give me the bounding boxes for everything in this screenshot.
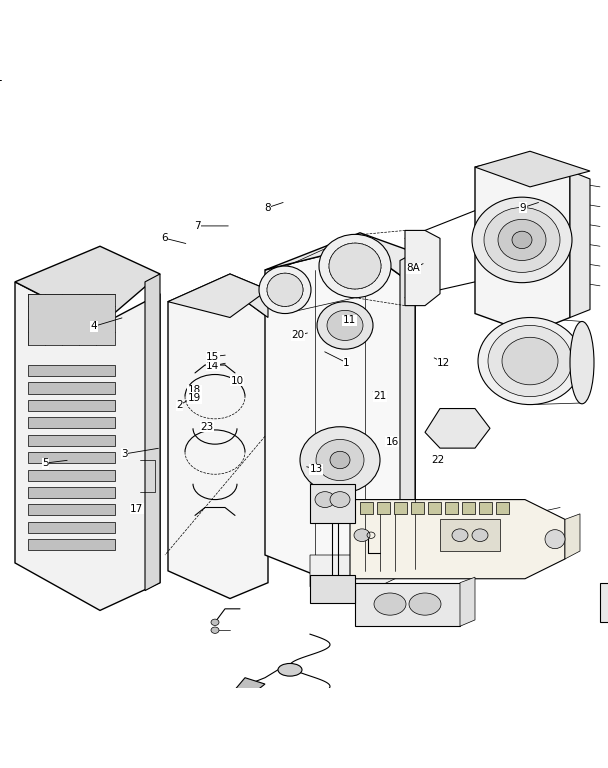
Polygon shape bbox=[565, 514, 580, 559]
Ellipse shape bbox=[317, 302, 373, 349]
Text: 7: 7 bbox=[195, 221, 201, 231]
Polygon shape bbox=[28, 400, 115, 411]
Polygon shape bbox=[28, 487, 115, 498]
Polygon shape bbox=[360, 502, 373, 514]
Ellipse shape bbox=[570, 322, 594, 404]
Text: 16: 16 bbox=[385, 437, 399, 447]
Ellipse shape bbox=[319, 234, 391, 298]
Ellipse shape bbox=[478, 317, 582, 405]
Ellipse shape bbox=[327, 310, 363, 340]
Text: 17: 17 bbox=[130, 504, 143, 514]
Polygon shape bbox=[265, 247, 415, 593]
Ellipse shape bbox=[211, 619, 219, 625]
Polygon shape bbox=[400, 253, 415, 578]
Polygon shape bbox=[394, 502, 407, 514]
Ellipse shape bbox=[374, 593, 406, 615]
Ellipse shape bbox=[545, 530, 565, 548]
Ellipse shape bbox=[472, 197, 572, 283]
Polygon shape bbox=[479, 502, 492, 514]
Ellipse shape bbox=[211, 627, 219, 634]
Ellipse shape bbox=[329, 243, 381, 289]
Polygon shape bbox=[428, 502, 441, 514]
Text: 22: 22 bbox=[431, 455, 444, 465]
Text: 23: 23 bbox=[200, 422, 213, 432]
Ellipse shape bbox=[512, 231, 532, 249]
Polygon shape bbox=[475, 155, 570, 333]
Text: 2: 2 bbox=[176, 400, 182, 410]
Ellipse shape bbox=[484, 207, 560, 273]
Polygon shape bbox=[15, 247, 160, 326]
Polygon shape bbox=[168, 274, 268, 317]
Text: 13: 13 bbox=[309, 464, 323, 474]
Polygon shape bbox=[28, 365, 115, 376]
Text: 6: 6 bbox=[161, 233, 167, 243]
Polygon shape bbox=[28, 382, 115, 393]
Polygon shape bbox=[28, 452, 115, 463]
Text: 21: 21 bbox=[373, 391, 387, 401]
Polygon shape bbox=[440, 519, 500, 551]
Polygon shape bbox=[28, 469, 115, 481]
Polygon shape bbox=[235, 677, 265, 696]
Polygon shape bbox=[350, 499, 565, 579]
Text: 8: 8 bbox=[264, 203, 271, 213]
Ellipse shape bbox=[452, 529, 468, 541]
Polygon shape bbox=[310, 555, 395, 593]
Ellipse shape bbox=[300, 427, 380, 493]
Polygon shape bbox=[425, 409, 490, 448]
Ellipse shape bbox=[278, 664, 302, 676]
Text: 18: 18 bbox=[188, 385, 201, 395]
Polygon shape bbox=[600, 583, 608, 622]
Text: 14: 14 bbox=[206, 361, 219, 371]
Polygon shape bbox=[168, 274, 268, 317]
Polygon shape bbox=[462, 502, 475, 514]
Text: 8A: 8A bbox=[407, 263, 420, 273]
Polygon shape bbox=[168, 290, 268, 598]
Text: 11: 11 bbox=[343, 315, 356, 325]
Polygon shape bbox=[28, 521, 115, 533]
Polygon shape bbox=[570, 171, 590, 317]
Ellipse shape bbox=[472, 529, 488, 541]
Polygon shape bbox=[496, 502, 509, 514]
Polygon shape bbox=[310, 484, 355, 523]
Ellipse shape bbox=[409, 593, 441, 615]
Polygon shape bbox=[405, 230, 440, 306]
Ellipse shape bbox=[315, 492, 335, 508]
Polygon shape bbox=[377, 502, 390, 514]
Polygon shape bbox=[28, 505, 115, 515]
Text: 5: 5 bbox=[43, 458, 49, 468]
Ellipse shape bbox=[354, 529, 370, 541]
Polygon shape bbox=[265, 233, 415, 286]
Polygon shape bbox=[411, 502, 424, 514]
Ellipse shape bbox=[502, 337, 558, 385]
Ellipse shape bbox=[330, 492, 350, 508]
Ellipse shape bbox=[267, 273, 303, 306]
Ellipse shape bbox=[316, 439, 364, 481]
Text: 4: 4 bbox=[91, 321, 97, 331]
Polygon shape bbox=[445, 502, 458, 514]
Text: 3: 3 bbox=[122, 449, 128, 459]
Text: 12: 12 bbox=[437, 358, 451, 368]
Text: 9: 9 bbox=[520, 203, 526, 213]
Polygon shape bbox=[15, 282, 160, 611]
Ellipse shape bbox=[259, 266, 311, 313]
Text: 1: 1 bbox=[344, 358, 350, 368]
Text: 10: 10 bbox=[230, 376, 244, 386]
Polygon shape bbox=[355, 583, 460, 626]
Polygon shape bbox=[460, 578, 475, 626]
Polygon shape bbox=[28, 293, 115, 345]
Ellipse shape bbox=[498, 220, 546, 260]
Text: 15: 15 bbox=[206, 352, 219, 362]
Text: 20: 20 bbox=[291, 330, 305, 340]
Text: 19: 19 bbox=[188, 393, 201, 403]
Polygon shape bbox=[310, 574, 355, 603]
Ellipse shape bbox=[488, 326, 572, 396]
Polygon shape bbox=[28, 417, 115, 429]
Polygon shape bbox=[28, 539, 115, 550]
Ellipse shape bbox=[330, 452, 350, 468]
Polygon shape bbox=[145, 274, 160, 591]
Polygon shape bbox=[475, 151, 590, 187]
Polygon shape bbox=[28, 435, 115, 445]
